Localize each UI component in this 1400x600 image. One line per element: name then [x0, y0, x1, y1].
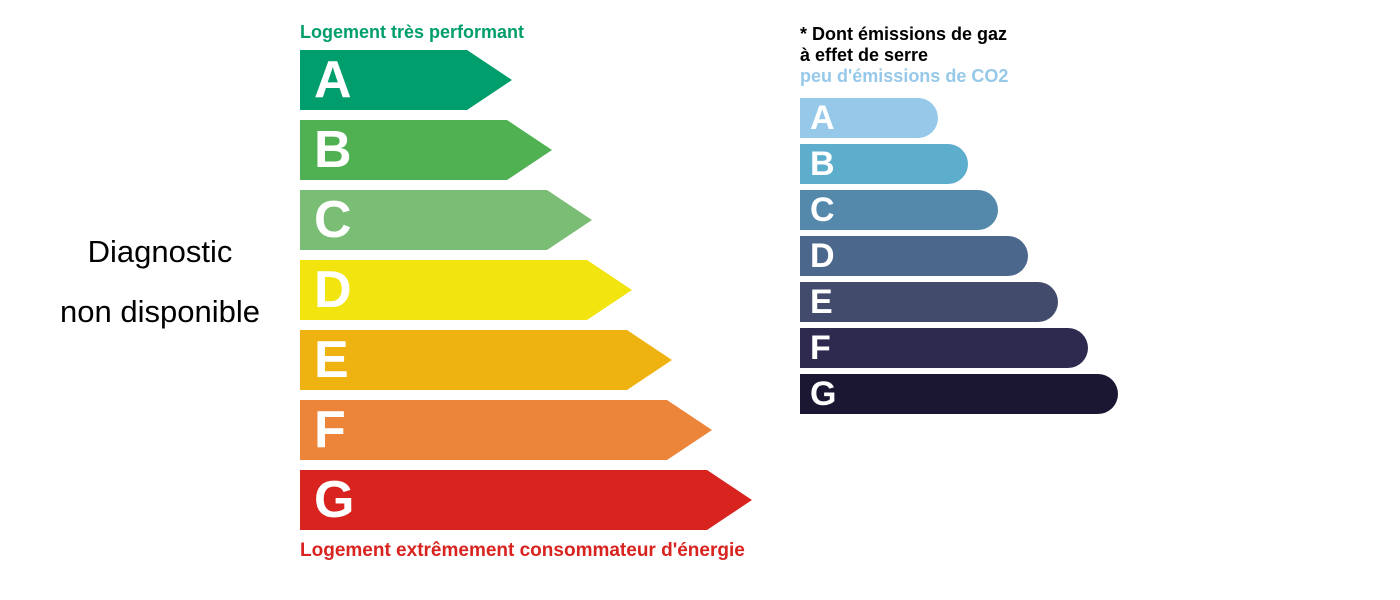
class-letter: G: [810, 375, 837, 413]
class-letter: G: [314, 471, 355, 529]
diagnostic-unavailable-line1: Diagnostic: [87, 234, 233, 269]
energy-arrow-a: A: [300, 50, 512, 110]
co2-bar-c: C: [800, 190, 998, 230]
energy-arrow-e: E: [300, 330, 672, 390]
energy-arrow-d: D: [300, 260, 632, 320]
energy-arrow-f: F: [300, 400, 712, 460]
energy-arrow-c: C: [300, 190, 592, 250]
class-letter: B: [314, 121, 352, 179]
diagnostic-unavailable-line2: non disponible: [60, 294, 260, 329]
co2-bar-f: F: [800, 328, 1088, 368]
class-letter: A: [810, 99, 835, 137]
co2-bar-e: E: [800, 282, 1058, 322]
class-letter: E: [314, 331, 349, 389]
class-letter: B: [810, 145, 835, 183]
diagnostic-unavailable-label: Diagnostic non disponible: [20, 222, 300, 342]
co2-header-line2: à effet de serre: [800, 45, 929, 65]
co2-bar-b: B: [800, 144, 968, 184]
class-letter: F: [314, 401, 346, 459]
co2-subheader: peu d'émissions de CO2: [800, 66, 1009, 86]
co2-bar-a: A: [800, 98, 938, 138]
energy-arrow-g: G: [300, 470, 752, 530]
class-letter: C: [810, 191, 835, 229]
energy-bottom-label: Logement extrêmement consommateur d'éner…: [300, 540, 745, 561]
class-letter: A: [314, 51, 352, 109]
co2-bar-g: G: [800, 374, 1118, 414]
class-letter: D: [314, 261, 352, 319]
energy-arrow-b: B: [300, 120, 552, 180]
class-letter: D: [810, 237, 835, 275]
energy-top-label: Logement très performant: [300, 22, 525, 42]
co2-bar-d: D: [800, 236, 1028, 276]
co2-scale: * Dont émissions de gaz à effet de serre…: [800, 24, 1118, 420]
class-letter: F: [810, 329, 831, 367]
class-letter: C: [314, 191, 352, 249]
class-letter: E: [810, 283, 833, 321]
co2-header-line1: * Dont émissions de gaz: [800, 24, 1008, 44]
